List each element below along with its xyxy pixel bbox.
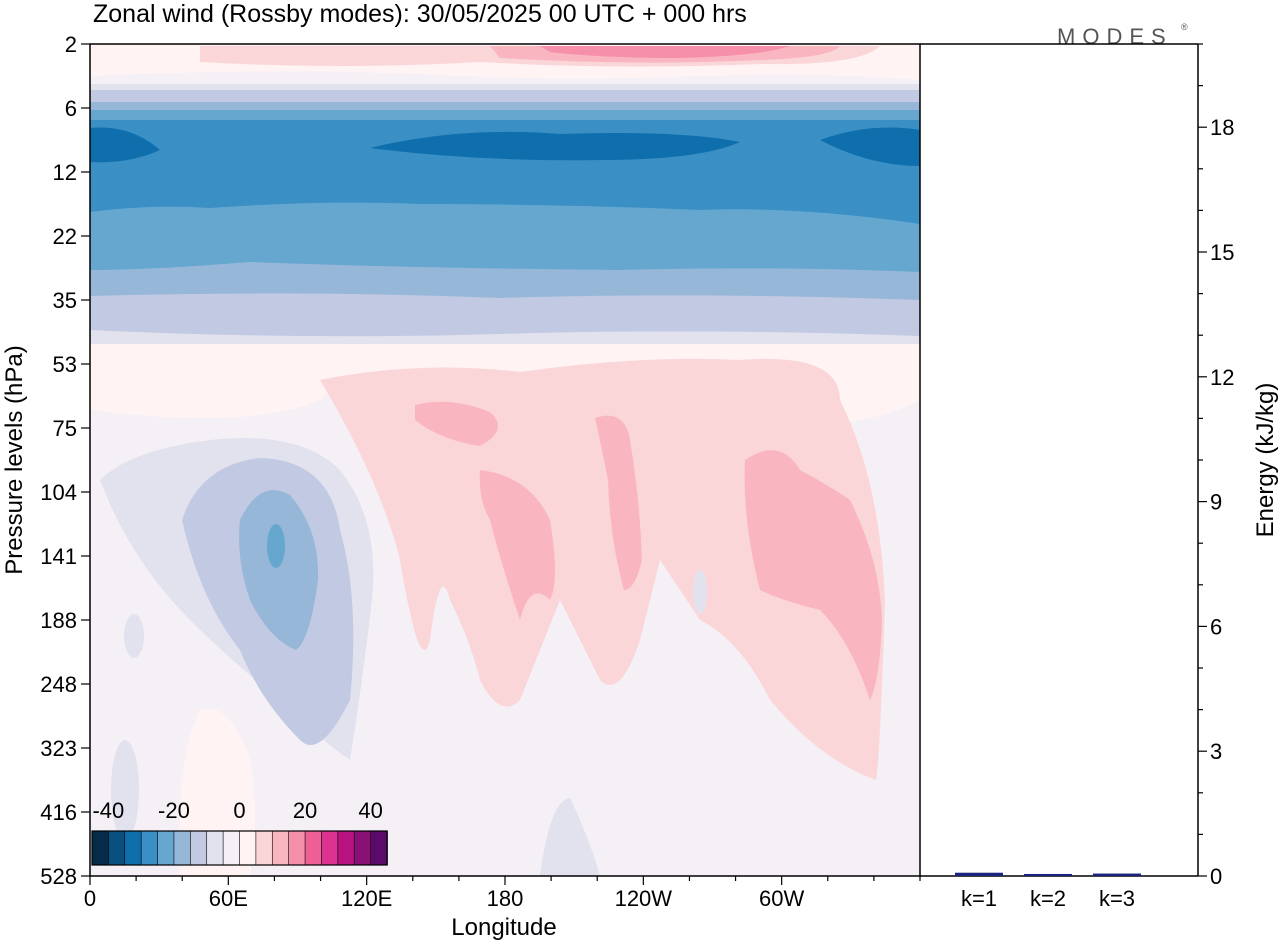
colorbar-swatch <box>271 830 290 866</box>
colorbar-swatch <box>124 830 142 866</box>
colorbar-label: 40 <box>358 798 382 823</box>
colorbar-label: -20 <box>158 798 190 823</box>
energy-y-tick-label: 15 <box>1210 240 1234 265</box>
energy-bar <box>1024 873 1072 876</box>
heatmap-x-tick-label: 60E <box>209 886 248 911</box>
contour-westerly-mid <box>320 358 885 780</box>
contour-easterly-lower-core <box>267 524 285 568</box>
heatmap-y-tick-label: 104 <box>40 480 77 505</box>
colorbar-swatch <box>304 830 323 866</box>
energy-y-tick-label: 6 <box>1210 614 1222 639</box>
energy-y-tick-label: 3 <box>1210 739 1222 764</box>
energy-x-tick-label: k=2 <box>1030 886 1066 911</box>
heatmap-x-tick-label: 180 <box>487 886 524 911</box>
heatmap-y-tick-label: 528 <box>40 864 77 889</box>
contour-easterly-core-3 <box>820 127 920 166</box>
energy-bar <box>955 872 1003 876</box>
contour-westerly-cell-3 <box>595 415 642 590</box>
colorbar-label: 0 <box>233 798 245 823</box>
heatmap-y-tick-label: 141 <box>40 544 77 569</box>
heatmap-y-tick-label: 2 <box>65 32 77 57</box>
heatmap-y-tick-label: 6 <box>65 96 77 121</box>
colorbar-label: 20 <box>293 798 317 823</box>
brand-registered-mark: ® <box>1181 22 1188 32</box>
colorbar-swatch <box>108 830 126 866</box>
energy-bar <box>1093 873 1141 876</box>
heatmap-x-axis-label: Longitude <box>451 914 556 941</box>
heatmap-y-tick-label: 75 <box>53 416 77 441</box>
contour-easterly-core-2 <box>90 127 160 163</box>
contour-westerly-cell-4 <box>744 450 882 700</box>
brand-logo-text: MODES <box>1057 24 1173 49</box>
heatmap-x-axis: 0 60E 120E 180 120W 60W <box>84 876 921 911</box>
heatmap-x-tick-label: 120W <box>615 886 673 911</box>
heatmap-y-tick-label: 53 <box>53 352 77 377</box>
contour-easterly-core-1 <box>370 131 740 161</box>
colorbar-swatch <box>173 830 192 866</box>
colorbar-swatch <box>239 830 257 866</box>
colorbar-swatch <box>370 830 388 866</box>
contour-easterly-small-3 <box>540 798 600 876</box>
heatmap-x-tick-label: 60W <box>759 886 804 911</box>
contour-westerly-cell-2 <box>479 470 555 620</box>
energy-x-axis: k=1 k=2 k=3 <box>961 886 1135 911</box>
colorbar-swatch <box>353 830 372 866</box>
heatmap-y-axis-label: Pressure levels (hPa) <box>1 345 28 574</box>
colorbar-swatch <box>206 830 224 866</box>
colorbar-swatches <box>91 830 388 866</box>
energy-x-tick-label: k=1 <box>961 886 997 911</box>
colorbar-swatch <box>140 830 159 866</box>
contour-easterly-lower-inner <box>239 490 319 650</box>
energy-y-tick-label: 0 <box>1210 864 1222 889</box>
colorbar-swatch <box>255 830 274 866</box>
colorbar-swatch <box>288 830 306 866</box>
energy-y-tick-label: 9 <box>1210 490 1222 515</box>
energy-y-tick-label: 18 <box>1210 115 1234 140</box>
colorbar-swatch <box>222 830 241 866</box>
colorbar-swatch <box>91 830 110 866</box>
heatmap-y-tick-label: 188 <box>40 608 77 633</box>
heatmap-y-tick-label: 12 <box>53 160 77 185</box>
contour-westerly-cell-1 <box>415 401 498 446</box>
heatmap-y-tick-label: 323 <box>40 736 77 761</box>
heatmap-y-tick-label: 35 <box>53 288 77 313</box>
chart-title: Zonal wind (Rossby modes): 30/05/2025 00… <box>93 0 747 28</box>
heatmap-y-tick-label: 416 <box>40 800 77 825</box>
colorbar-swatch <box>337 830 356 866</box>
colorbar-swatch <box>157 830 175 866</box>
contour-easterly-small-2 <box>111 740 139 840</box>
energy-bars <box>955 872 1141 876</box>
colorbar-swatch <box>190 830 208 866</box>
contour-easterly-small-1 <box>124 614 144 658</box>
contour-westerly-upper-core <box>540 46 790 58</box>
colorbar-label: -40 <box>92 798 124 823</box>
heatmap-x-tick-label: 0 <box>84 886 96 911</box>
heatmap-y-tick-label: 22 <box>53 224 77 249</box>
heatmap-x-tick-label: 120E <box>341 886 392 911</box>
energy-y-tick-label: 12 <box>1210 365 1234 390</box>
heatmap-y-tick-label: 248 <box>40 672 77 697</box>
energy-y-axis: 0 3 6 9 12 15 18 <box>1198 43 1234 889</box>
zonal-wind-heatmap <box>90 44 920 876</box>
colorbar-frame <box>91 830 388 866</box>
colorbar-swatch <box>321 830 339 866</box>
colorbar-labels: -40 -20 0 20 40 <box>92 798 382 823</box>
energy-y-axis-label: Energy (kJ/kg) <box>1252 383 1279 538</box>
heatmap-y-axis: 2 6 12 22 35 53 75 104 141 188 248 323 416 528 <box>40 32 90 889</box>
contour-easterly-small-4 <box>693 570 707 614</box>
energy-x-tick-label: k=3 <box>1099 886 1135 911</box>
colorbar: -40 -20 0 20 40 <box>91 798 388 866</box>
